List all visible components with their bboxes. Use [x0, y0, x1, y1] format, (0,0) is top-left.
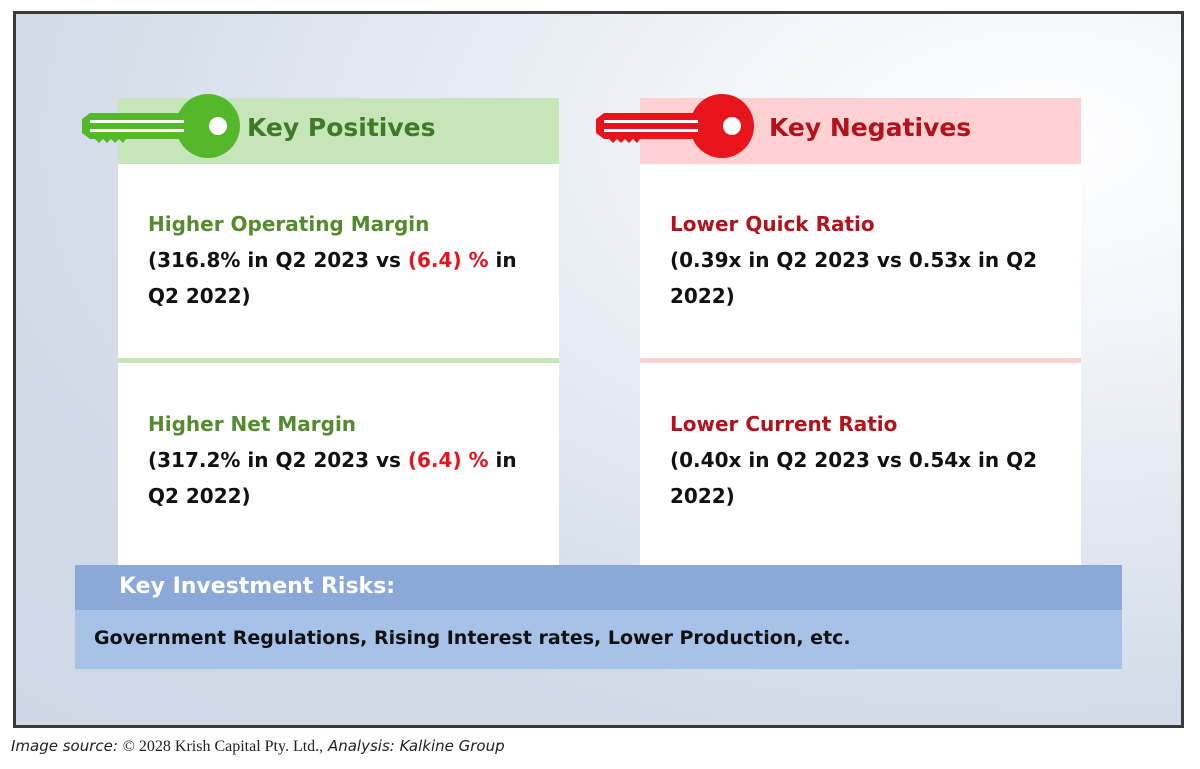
positive-item-title: Higher Operating Margin [148, 212, 430, 236]
positive-item-text: (316.8% in Q2 2023 vs (6.4) % in Q2 2022… [148, 242, 548, 314]
key-negatives-title: Key Negatives [769, 113, 972, 142]
positive-item-title: Higher Net Margin [148, 412, 357, 436]
positive-item-highlight: (6.4) % [407, 448, 489, 472]
source-copyright: © 2028 Krish Capital Pty. Ltd., [122, 738, 324, 755]
key-positives-body [118, 164, 559, 566]
key-negatives-divider [640, 358, 1081, 363]
source-analysis: Analysis: Kalkine Group [327, 737, 505, 755]
negative-item-text: (0.40x in Q2 2023 vs 0.54x in Q2 2022) [670, 448, 1038, 508]
positive-item-text-after: in Q2 2022) [148, 248, 517, 308]
key-negatives-panel: Key Negatives Lower Quick Ratio (0.39x i… [640, 98, 1081, 566]
positive-item-text: (317.2% in Q2 2023 vs (6.4) % in Q2 2022… [148, 442, 548, 514]
red-key-icon [596, 94, 754, 158]
image-source-caption: Image source: © 2028 Krish Capital Pty. … [11, 737, 505, 756]
green-key-icon [82, 94, 240, 158]
positive-item-highlight: (6.4) % [407, 248, 489, 272]
key-positives-divider [118, 358, 559, 363]
negative-item-current-ratio: Lower Current Ratio (0.40x in Q2 2023 vs… [670, 406, 1070, 514]
risks-body: Government Regulations, Rising Interest … [75, 610, 1122, 669]
positive-item-text-before: (316.8% in Q2 2023 vs [148, 248, 408, 272]
key-positives-title: Key Positives [247, 113, 436, 142]
key-positives-panel: Key Positives Higher Operating Margin (3… [118, 98, 559, 566]
positive-item-text-before: (317.2% in Q2 2023 vs [148, 448, 408, 472]
positive-item-text-after: in Q2 2022) [148, 448, 517, 508]
negative-item-title: Lower Quick Ratio [670, 212, 875, 236]
key-negatives-body [640, 164, 1081, 566]
positive-item-net-margin: Higher Net Margin (317.2% in Q2 2023 vs … [148, 406, 548, 514]
negative-item-quick-ratio: Lower Quick Ratio (0.39x in Q2 2023 vs 0… [670, 206, 1070, 314]
source-label: Image source: [11, 737, 118, 755]
positive-item-operating-margin: Higher Operating Margin (316.8% in Q2 20… [148, 206, 548, 314]
key-investment-risks: Key Investment Risks: Government Regulat… [75, 565, 1122, 669]
risks-text: Government Regulations, Rising Interest … [94, 627, 851, 649]
negative-item-text: (0.39x in Q2 2023 vs 0.53x in Q2 2022) [670, 248, 1038, 308]
negative-item-title: Lower Current Ratio [670, 412, 898, 436]
risks-header: Key Investment Risks: [75, 565, 1122, 610]
risks-title: Key Investment Risks: [119, 574, 396, 599]
